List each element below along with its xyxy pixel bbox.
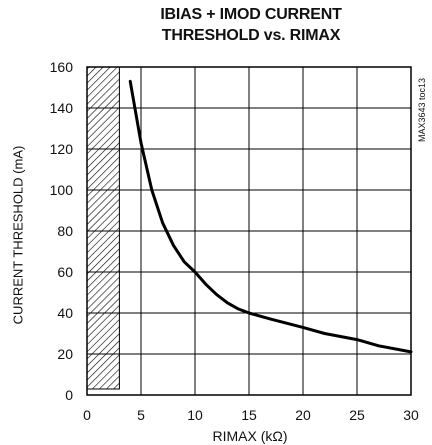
x-tick-label: 30	[403, 407, 419, 423]
threshold-curve	[128, 79, 413, 354]
y-tick-label: 80	[57, 223, 73, 239]
y-tick-label: 40	[57, 305, 73, 321]
chart-title-line1: IBIAS + IMOD CURRENT	[160, 6, 342, 23]
x-tick-label: 20	[295, 407, 311, 423]
x-tick-label: 10	[187, 407, 203, 423]
x-axis-label: RIMAX (kΩ)	[212, 428, 288, 444]
x-tick-label: 25	[349, 407, 365, 423]
y-tick-label: 160	[50, 59, 74, 75]
y-tick-label: 140	[50, 100, 74, 116]
y-tick-label: 0	[65, 387, 73, 403]
chart-title-line2: THRESHOLD vs. RIMAX	[161, 27, 341, 44]
x-tick-label: 5	[137, 407, 145, 423]
y-tick-label: 60	[57, 264, 73, 280]
hatched-region	[86, 66, 120, 390]
x-tick-label: 15	[241, 407, 257, 423]
x-tick-label: 0	[83, 407, 91, 423]
y-tick-label: 20	[57, 346, 73, 362]
y-tick-label: 120	[50, 141, 74, 157]
plot-frame	[86, 66, 412, 396]
y-tick-label: 100	[50, 182, 74, 198]
